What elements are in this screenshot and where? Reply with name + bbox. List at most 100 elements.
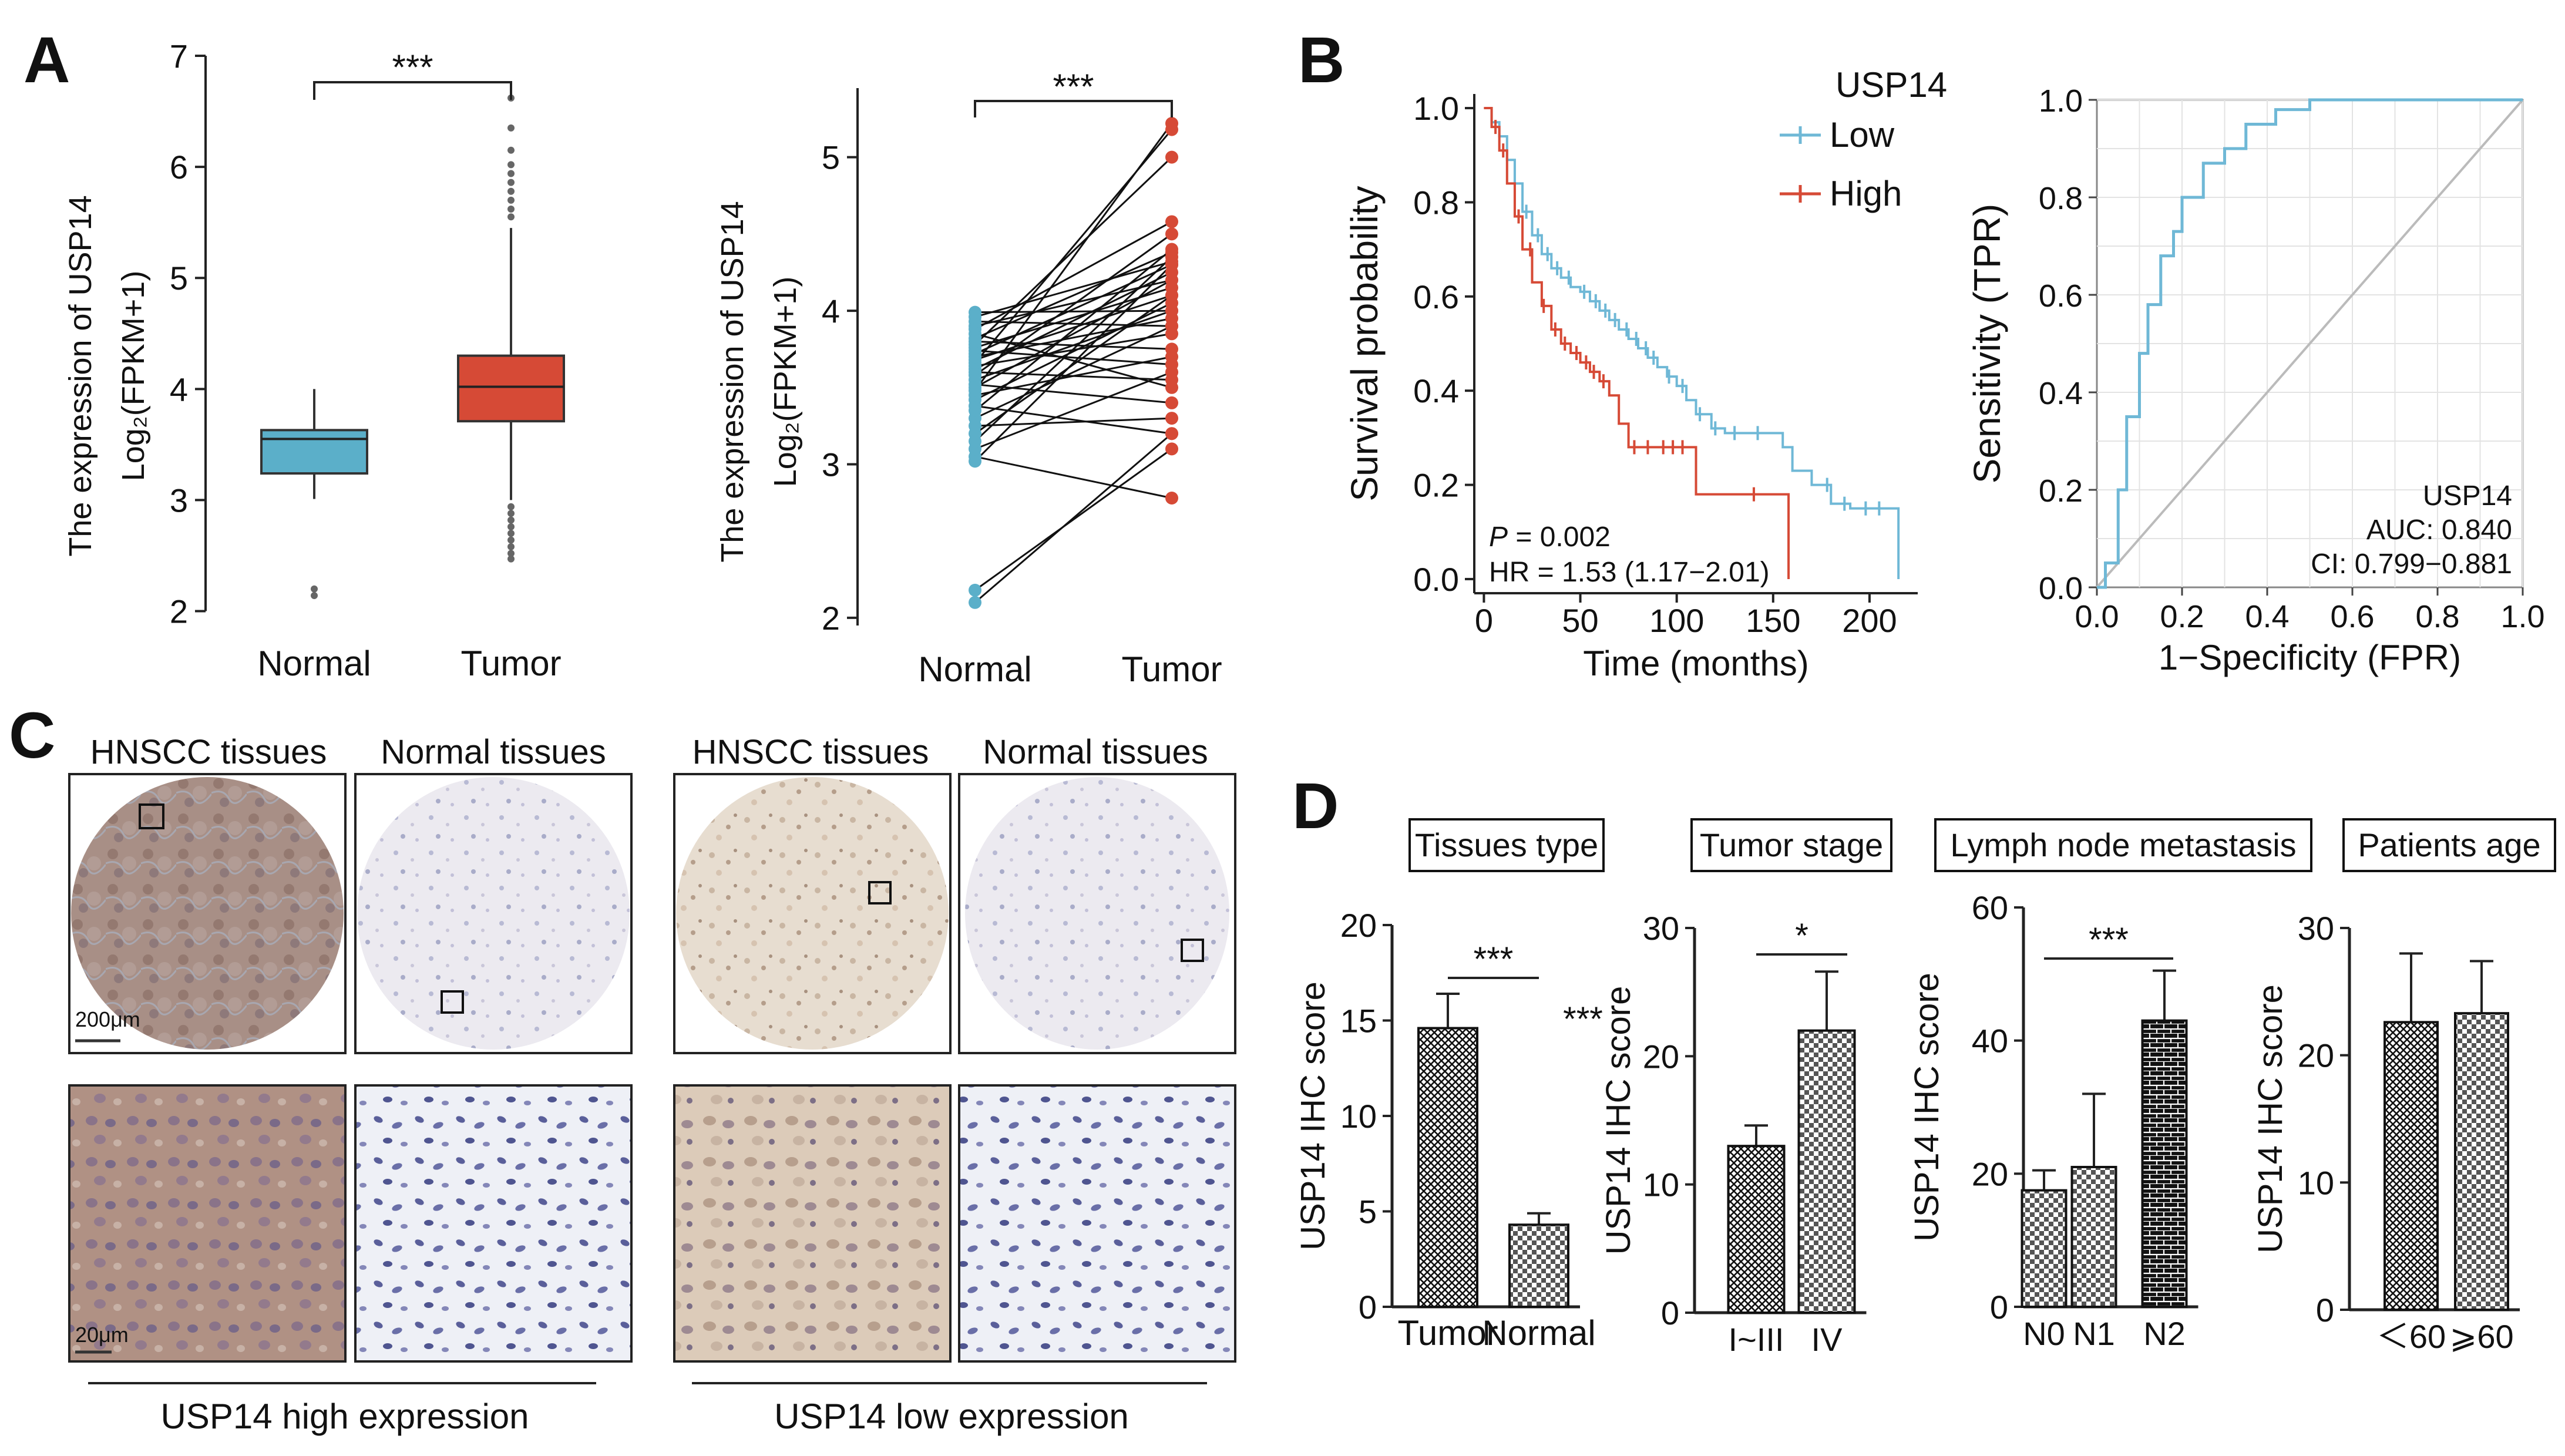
pair-line [974,332,1172,367]
group-label-low: USP14 low expression [774,1397,1129,1436]
bar [2454,1012,2509,1311]
tumor-point [1165,123,1178,136]
pair-line [974,455,1172,499]
ihc-roi-box [1181,939,1204,962]
outlier-point [507,550,515,557]
bar-chart-lymph-node: Lymph node metastasis 0 20 40 60 USP14 IHC sc… [1908,818,2312,1352]
y-tick-label: 0.8 [2039,181,2083,216]
x-tick-label: IV [1811,1321,1843,1358]
x-tick-label: 150 [1746,602,1800,639]
bar [2021,1189,2068,1308]
significance-label: *** [2089,921,2129,959]
tumor-point [1165,320,1178,333]
ihc-roi-box [441,990,464,1014]
x-axis-title: 1−Specificity (FPR) [2159,638,2461,677]
tumor-point [1165,150,1178,164]
y-tick-label: 0.6 [2039,278,2083,314]
outlier-point [507,536,515,544]
y-axis-title: USP14 IHC score [1908,973,1946,1242]
boxplot-usp14-expression: 2 3 4 5 6 7 The expression of USP14 Log₂(FPKM+1… [63,38,565,683]
y-tick-label: 1.0 [1413,90,1459,127]
significance-label: * [1795,917,1808,955]
x-tick-label: Tumor [1121,650,1222,689]
roc-curve-plot: 0.0 0.2 0.4 0.6 0.8 1.0 0.0 0.2 0.4 0.6 0.8 1.0 1−Sp… [1966,83,2545,677]
y-tick-label: 5 [1359,1193,1377,1230]
y-tick-label: 15 [1340,1003,1377,1040]
y-tick-label: 0.0 [2039,571,2083,606]
pair-line [974,417,1172,427]
outlier-point [507,503,515,510]
y-axis-title: USP14 IHC score [2251,984,2290,1253]
outlier-point [507,161,515,169]
outlier-point [507,146,515,154]
box [260,429,368,475]
y-tick-label: 0.6 [1413,278,1459,315]
panel-label-a: A [23,24,70,96]
x-tick-label: N1 [2073,1315,2115,1352]
tumor-point [1165,427,1178,441]
bar [2384,1021,2439,1312]
ihc-zoom-normal-low [958,1084,1236,1363]
y-tick-label: 3 [822,446,840,483]
y-tick-label: 2 [822,600,840,637]
annotation-hr: HR = 1.53 (1.17−2.01) [1489,557,1770,588]
bar [1417,1027,1478,1308]
survival-curve-low [1484,107,1900,579]
x-tick-label: 0.2 [2160,599,2204,634]
y-tick-label: 3 [170,482,188,519]
y-tick-label: 0.2 [2039,473,2083,509]
outlier-point [311,585,318,593]
y-tick-label: 7 [170,38,188,75]
pair-line [974,221,1172,330]
ihc-header-1: HNSCC tissues [90,733,327,771]
outlier-point [507,510,515,517]
bar [2141,1019,2188,1308]
roc-curve [2097,98,2523,589]
chart-title-box [1934,818,2312,872]
pair-line [974,294,1172,361]
normal-point [969,583,981,597]
normal-point [969,305,981,319]
ihc-header-4: Normal tissues [983,733,1208,771]
annotation-p: P = 0.002 [1489,522,1611,553]
normal-point [969,596,981,609]
roc-annotation-line: AUC: 0.840 [2366,515,2512,546]
x-tick-label: 0.0 [2075,599,2119,634]
box [457,354,565,423]
pair-line [974,405,1172,435]
outlier-point [507,530,515,537]
ihc-core-normal-high [357,777,630,1050]
y-tick-label: 30 [2298,910,2334,947]
diagonal-reference-line [2096,99,2524,589]
outlier-point [311,592,318,600]
y-tick-label: 0 [2316,1292,2334,1329]
x-axis-title: Time (months) [1583,644,1809,683]
pair-line [974,251,1172,339]
panel-label-c: C [9,700,55,772]
group-label-high: USP14 high expression [160,1397,529,1436]
pair-line [974,433,1172,603]
pair-line [974,233,1172,376]
chart-title: Tissues type [1415,826,1598,863]
chart-title: Tumor stage [1700,826,1883,863]
y-axis-title: USP14 IHC score [1599,986,1638,1255]
tumor-point [1165,215,1178,228]
bar [2070,1166,2117,1308]
x-tick-label: 50 [1562,602,1598,639]
tumor-point [1165,381,1178,394]
x-tick-label: 0.6 [2330,599,2374,634]
tumor-point [1165,396,1178,409]
pair-line [974,448,1172,591]
y-tick-label: 0 [1990,1289,2008,1326]
tumor-point [1165,412,1178,425]
chart-title: Patients age [2358,826,2540,863]
x-tick-label: 1.0 [2500,599,2544,634]
outlier-point [507,124,515,132]
tumor-point [1165,442,1178,456]
x-tick-label: 0.4 [2245,599,2289,634]
pair-line [974,279,1172,327]
bar [1727,1145,1786,1314]
chart-title: Lymph node metastasis [1950,826,2296,863]
